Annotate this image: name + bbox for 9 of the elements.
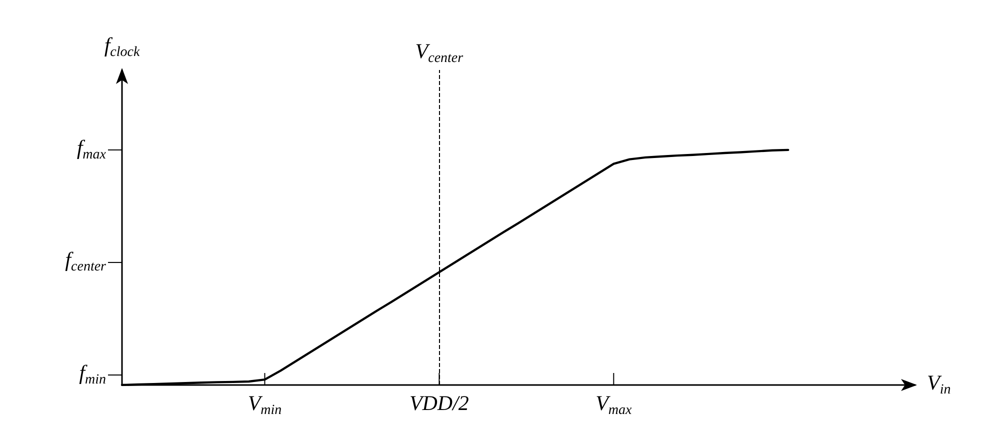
- x-tick-label: V$_{min}$: [248, 391, 282, 418]
- text: f$_{min}$: [79, 360, 106, 388]
- text: f$_{max}$: [76, 135, 106, 162]
- x-tick-label: V$_{max}$: [596, 391, 632, 418]
- y-axis-title: f$_{clock}$: [104, 33, 140, 60]
- x-axis-title: V$_{in}$: [927, 370, 951, 398]
- text: f$_{center}$: [65, 248, 106, 275]
- ref-line-label: V$_{center}$: [415, 39, 464, 66]
- x-tick-label: VDD/2: [409, 391, 469, 415]
